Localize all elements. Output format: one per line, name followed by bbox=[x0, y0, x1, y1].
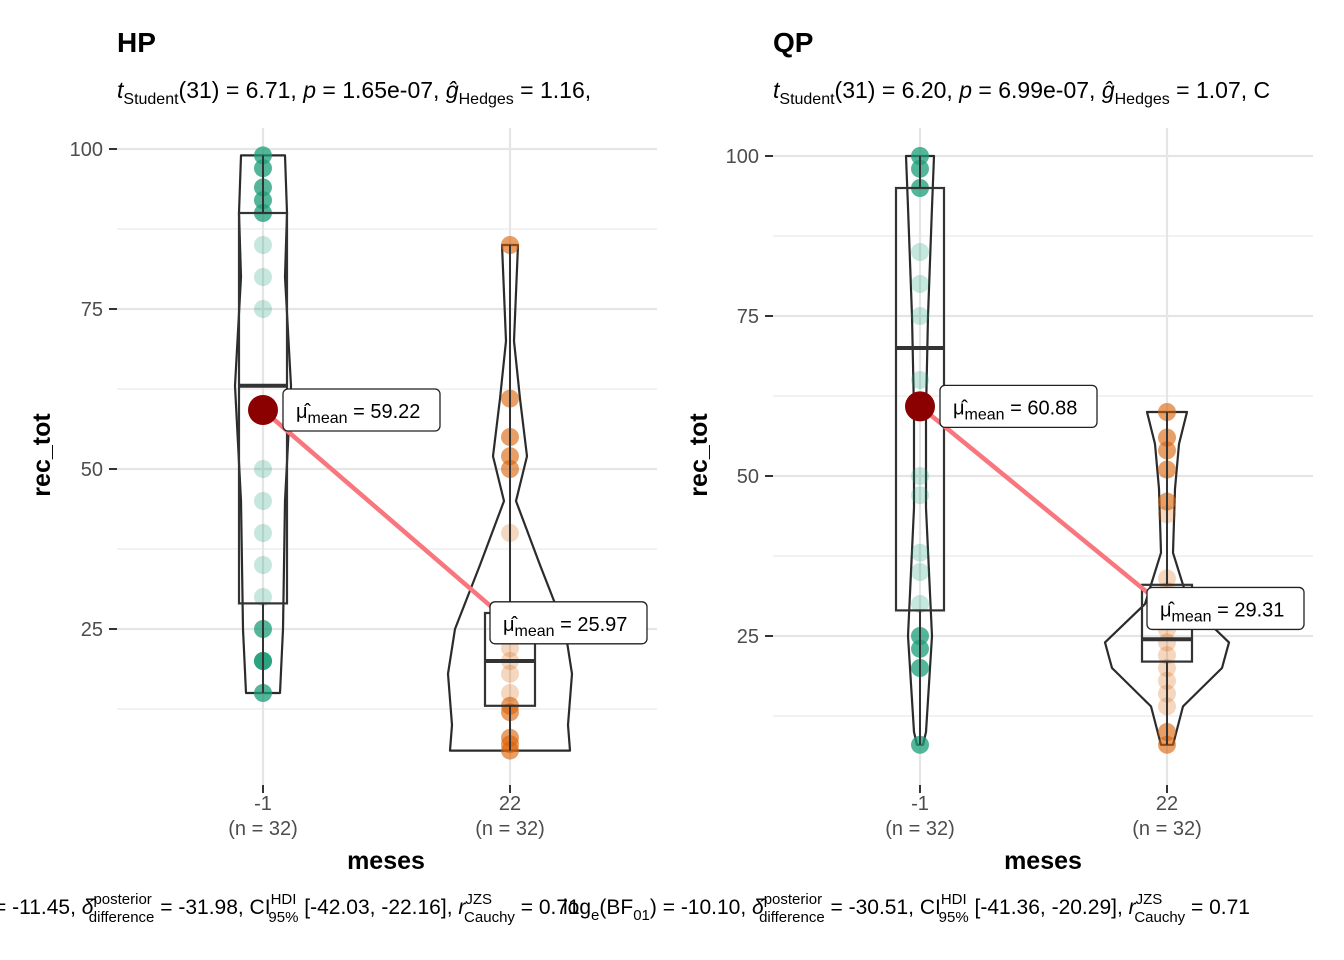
panel-2-plot: 25 50 75 100 -1 (n = 32) 22 (n = 32) μ̂mean = 60… bbox=[726, 128, 1313, 840]
data-point bbox=[501, 664, 519, 683]
x-tick-label: -1 bbox=[911, 793, 929, 815]
mean-label-box bbox=[282, 388, 441, 432]
data-point bbox=[254, 556, 272, 574]
mean-label--1: μ̂mean = 59.22 bbox=[282, 388, 441, 432]
violin-22 bbox=[446, 243, 574, 752]
y-tick-label: 75 bbox=[81, 299, 103, 321]
data-point bbox=[911, 486, 929, 505]
data-point bbox=[911, 563, 929, 581]
y-tick-label: 50 bbox=[737, 466, 759, 488]
data-point bbox=[254, 588, 272, 606]
x-tick-label: 22 bbox=[499, 793, 521, 815]
panel-2-title: QP bbox=[773, 27, 813, 58]
panel-1-subtitle: tStudent(31) = 6.71, p = 1.65e-07, ĝHedg… bbox=[117, 77, 591, 108]
panel-1-y-axis-label: rec_tot bbox=[28, 413, 56, 497]
panel-2-caption: loge(BF01) = -10.10, δ̂posterior differen… bbox=[563, 891, 1250, 926]
data-point bbox=[254, 524, 272, 542]
mean-connector bbox=[261, 408, 512, 625]
y-tick-label: 25 bbox=[81, 619, 103, 641]
mean-label-22: μ̂mean = 29.31 bbox=[1146, 586, 1305, 631]
x-tick-n-label: (n = 32) bbox=[475, 818, 544, 840]
mean-label-text: μ̂mean = 29.31 bbox=[1160, 599, 1284, 625]
data-point bbox=[254, 300, 272, 318]
y-tick-label: 100 bbox=[726, 146, 759, 168]
panel-2-subtitle: tStudent(31) = 6.20, p = 6.99e-07, ĝHedg… bbox=[773, 77, 1270, 108]
x-tick-n-label: (n = 32) bbox=[1132, 818, 1201, 840]
y-tick-label: 50 bbox=[81, 459, 103, 481]
data-point bbox=[254, 236, 272, 254]
x-tick-label: -1 bbox=[254, 793, 272, 815]
data-point bbox=[1158, 646, 1176, 665]
data-point bbox=[254, 460, 272, 478]
mean-label-22: μ̂mean = 25.97 bbox=[489, 601, 648, 645]
data-point bbox=[911, 307, 929, 325]
mean-point bbox=[248, 394, 278, 425]
y-tick-label: 100 bbox=[70, 139, 103, 161]
data-point bbox=[911, 543, 929, 562]
x-tick-n-label: (n = 32) bbox=[885, 818, 954, 840]
y-tick-label: 75 bbox=[737, 306, 759, 328]
data-point bbox=[501, 684, 519, 702]
panel-1-caption: = -11.45, δ̂posterior difference = -31.98… bbox=[0, 891, 580, 926]
x-tick-n-label: (n = 32) bbox=[228, 818, 297, 840]
panel-1-plot: 25 50 75 100 -1 (n = 32) 22 (n = 32) μ̂mean = 59… bbox=[70, 128, 657, 840]
data-point bbox=[911, 595, 929, 613]
data-point bbox=[911, 243, 929, 261]
mean-label-text: μ̂mean = 25.97 bbox=[503, 614, 627, 640]
data-point bbox=[911, 371, 929, 389]
x-tick-label: 22 bbox=[1156, 793, 1178, 815]
data-point bbox=[254, 268, 272, 286]
mean-label-box bbox=[1146, 586, 1305, 631]
mean-connector bbox=[918, 404, 1169, 611]
mean-label--1: μ̂mean = 60.88 bbox=[939, 384, 1098, 429]
data-point bbox=[911, 275, 929, 293]
data-point bbox=[911, 467, 929, 485]
y-tick-label: 25 bbox=[737, 626, 759, 648]
panel-2-x-axis-label: meses bbox=[1004, 847, 1082, 875]
data-point bbox=[254, 492, 272, 510]
mean-label-box bbox=[489, 601, 648, 645]
mean-point bbox=[905, 391, 935, 422]
panel-1-x-axis-label: meses bbox=[347, 847, 425, 875]
mean-label-box bbox=[939, 384, 1098, 429]
panel-2-y-axis-label: rec_tot bbox=[685, 413, 713, 497]
panel-1-title: HP bbox=[117, 27, 156, 58]
